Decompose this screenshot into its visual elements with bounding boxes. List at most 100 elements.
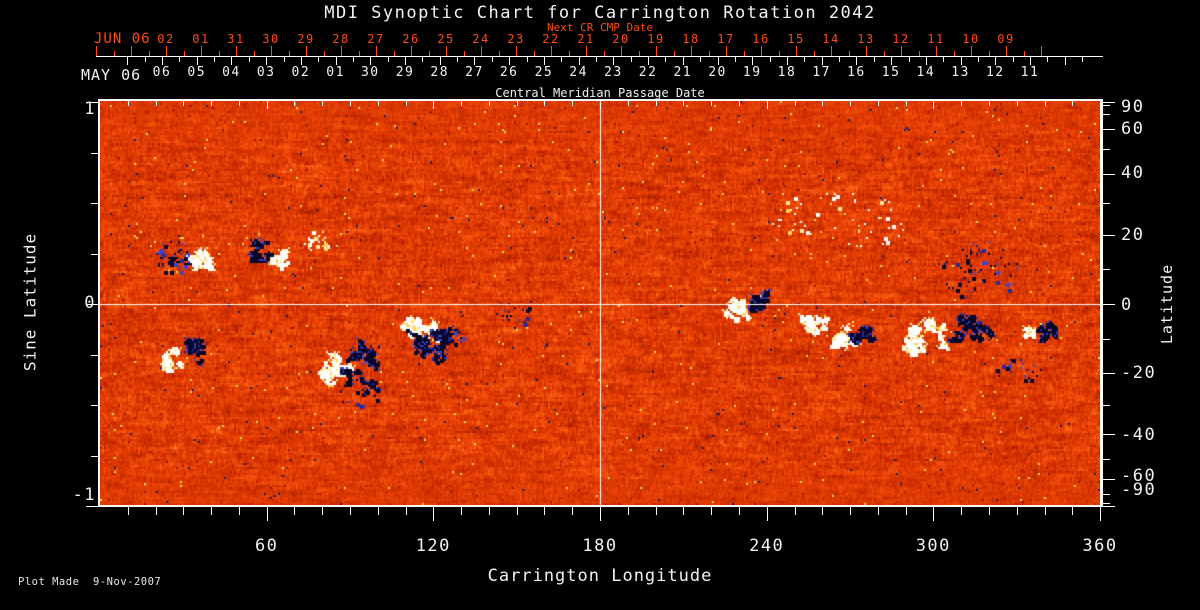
red-axis-day-label: 19 bbox=[647, 32, 665, 46]
tick-mark bbox=[544, 507, 546, 515]
tick-mark bbox=[231, 57, 233, 65]
red-axis-day-label: 31 bbox=[227, 32, 245, 46]
tick-mark bbox=[821, 57, 823, 65]
tick-mark bbox=[1064, 57, 1066, 65]
tick-mark bbox=[1072, 101, 1074, 106]
tick-mark bbox=[323, 51, 325, 56]
tick-mark bbox=[1041, 46, 1042, 56]
white-axis-day-label: 14 bbox=[916, 65, 936, 80]
red-axis-day-label: 20 bbox=[612, 32, 630, 46]
white-axis-day-label: 21 bbox=[673, 65, 693, 80]
tick-mark bbox=[711, 101, 713, 106]
tick-mark bbox=[196, 57, 198, 65]
tick-mark bbox=[1044, 507, 1046, 515]
white-axis-day-label: 01 bbox=[326, 65, 345, 80]
tick-mark bbox=[457, 57, 459, 62]
tick-mark bbox=[144, 57, 146, 62]
tick-mark bbox=[350, 507, 352, 515]
right-axis-tick-label: 60 bbox=[1121, 119, 1145, 139]
white-axis-day-label: 04 bbox=[222, 65, 241, 80]
tick-mark bbox=[533, 51, 535, 56]
white-axis-day-label: 28 bbox=[430, 65, 450, 80]
tick-mark bbox=[839, 57, 841, 62]
right-axis-tick-label: -60 bbox=[1121, 466, 1157, 486]
red-axis-day-label: 26 bbox=[402, 32, 420, 46]
tick-mark bbox=[1103, 433, 1115, 435]
tick-mark bbox=[350, 101, 352, 106]
white-axis-day-label: 29 bbox=[395, 65, 415, 80]
tick-mark bbox=[353, 57, 354, 62]
tick-mark bbox=[516, 101, 518, 106]
tick-mark bbox=[86, 102, 100, 103]
tick-mark bbox=[766, 101, 768, 109]
tick-mark bbox=[461, 507, 463, 515]
red-axis-day-label: 27 bbox=[367, 32, 385, 46]
tick-mark bbox=[1103, 102, 1115, 103]
tick-mark bbox=[428, 51, 430, 56]
tick-mark bbox=[586, 46, 587, 56]
tick-mark bbox=[848, 51, 850, 56]
red-axis-day-label: 09 bbox=[997, 32, 1015, 46]
tick-mark bbox=[778, 51, 780, 56]
tick-mark bbox=[211, 101, 213, 106]
tick-mark bbox=[856, 57, 858, 65]
tick-mark bbox=[769, 57, 771, 62]
tick-mark bbox=[933, 101, 935, 109]
tick-mark bbox=[162, 57, 163, 65]
tick-mark bbox=[405, 57, 407, 65]
tick-mark bbox=[387, 57, 389, 62]
tick-mark bbox=[544, 101, 546, 106]
tick-mark bbox=[266, 101, 268, 109]
bottom-axis-tick-label: 60 bbox=[254, 536, 279, 556]
tick-mark bbox=[183, 507, 185, 515]
tick-mark bbox=[300, 57, 302, 65]
tick-mark bbox=[294, 507, 296, 515]
tick-mark bbox=[306, 46, 307, 56]
tick-mark bbox=[850, 101, 852, 106]
red-axis-day-label: 02 bbox=[157, 32, 175, 46]
tick-mark bbox=[630, 57, 632, 62]
tick-mark bbox=[127, 507, 129, 515]
tick-mark bbox=[166, 46, 167, 56]
right-axis-tick-label: 40 bbox=[1121, 163, 1145, 183]
red-axis-day-label: 25 bbox=[437, 32, 455, 46]
tick-mark bbox=[995, 57, 997, 65]
tick-mark bbox=[738, 507, 740, 515]
tick-mark bbox=[794, 101, 796, 106]
tick-mark bbox=[648, 57, 650, 65]
tick-mark bbox=[91, 354, 100, 356]
tick-mark bbox=[1103, 174, 1115, 176]
white-axis-day-label: 13 bbox=[951, 65, 970, 80]
bottom-axis-tick-label: 360 bbox=[1082, 536, 1118, 556]
right-axis-tick-label: 90 bbox=[1121, 97, 1145, 117]
right-axis-tick-label: -40 bbox=[1121, 425, 1157, 445]
tick-mark bbox=[638, 51, 640, 56]
tick-mark bbox=[481, 46, 482, 56]
red-axis-day-label: 23 bbox=[507, 32, 525, 46]
tick-mark bbox=[850, 507, 852, 515]
tick-mark bbox=[1103, 105, 1110, 107]
tick-mark bbox=[1103, 129, 1115, 131]
tick-mark bbox=[933, 507, 935, 521]
tick-mark bbox=[1103, 506, 1115, 507]
tick-mark bbox=[711, 507, 713, 515]
white-axis-day-label: 11 bbox=[1020, 65, 1040, 80]
tick-mark bbox=[796, 46, 797, 56]
tick-mark bbox=[322, 507, 324, 515]
tick-mark bbox=[988, 51, 990, 56]
tick-mark bbox=[463, 51, 465, 56]
tick-mark bbox=[341, 46, 342, 56]
white-axis-day-label: 02 bbox=[291, 65, 311, 80]
tick-mark bbox=[561, 57, 563, 62]
tick-mark bbox=[376, 46, 377, 56]
tick-mark bbox=[155, 101, 157, 106]
tick-mark bbox=[488, 507, 490, 515]
tick-mark bbox=[214, 57, 216, 62]
tick-mark bbox=[271, 46, 272, 56]
tick-mark bbox=[491, 57, 493, 62]
red-axis-day-label: 22 bbox=[542, 32, 560, 46]
tick-mark bbox=[572, 101, 574, 106]
tick-mark bbox=[377, 507, 379, 515]
tick-mark bbox=[91, 455, 100, 457]
tick-mark bbox=[446, 46, 447, 56]
